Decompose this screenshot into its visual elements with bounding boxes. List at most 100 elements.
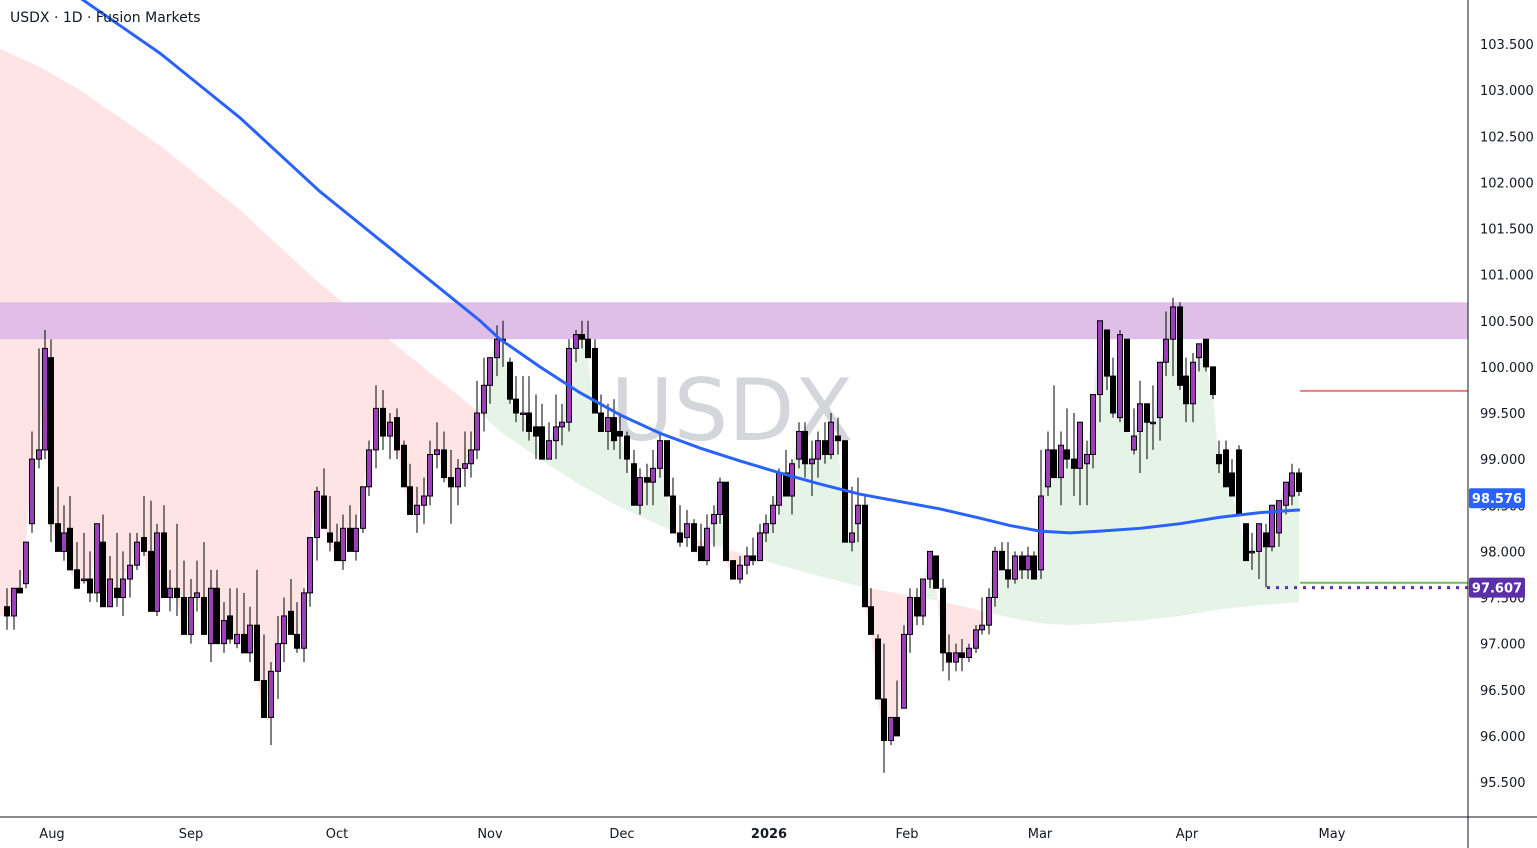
candle [340, 527, 346, 562]
candle [809, 458, 815, 465]
candle [1124, 338, 1130, 432]
candle [973, 629, 979, 649]
horizontal-levels[interactable] [1267, 389, 1468, 590]
candle [737, 564, 743, 580]
time-tick-label: May [1319, 827, 1346, 842]
candle [148, 550, 154, 612]
candle [94, 523, 100, 594]
candle [141, 537, 147, 552]
candle [1038, 495, 1044, 571]
time-tick-label: Mar [1028, 827, 1053, 842]
candle [1051, 449, 1057, 479]
price-tick-label: 103.000 [1480, 84, 1534, 99]
price-tick-label: 96.000 [1480, 730, 1526, 745]
candle [327, 532, 333, 543]
candle [455, 467, 461, 488]
candle [48, 357, 54, 525]
candle [573, 334, 579, 349]
candle [1117, 334, 1123, 419]
price-tick-label: 103.500 [1480, 38, 1534, 53]
candle [579, 334, 585, 340]
time-tick-label: Sep [179, 827, 204, 842]
candle [789, 463, 795, 497]
candle [234, 633, 240, 645]
candle [154, 532, 160, 612]
time-tick-label: Aug [39, 827, 64, 842]
candle [966, 647, 972, 658]
candle [4, 606, 10, 617]
candle [513, 398, 519, 414]
price-tags: 98.576 97.607 [1469, 488, 1525, 598]
candle [314, 490, 320, 539]
candle [462, 463, 468, 469]
candle [520, 412, 526, 415]
time-tick-label: Apr [1176, 827, 1199, 842]
candle [17, 587, 23, 594]
candle [776, 472, 782, 506]
candle [487, 357, 493, 386]
candle [835, 435, 841, 442]
candle [940, 587, 946, 654]
price-tick-label: 96.500 [1480, 684, 1526, 699]
candle [421, 495, 427, 506]
candle [1243, 523, 1249, 562]
price-tick-label: 99.000 [1480, 453, 1526, 468]
candle [953, 652, 959, 663]
candle [855, 504, 861, 525]
candle [933, 555, 939, 589]
time-axis[interactable]: Aug Sep Oct Nov Dec 2026 Feb Mar Apr May [39, 827, 1345, 842]
candle [307, 537, 313, 594]
candle [1131, 435, 1137, 451]
svg-text:97.607: 97.607 [1472, 582, 1522, 597]
candle [321, 495, 327, 529]
candle [427, 454, 433, 497]
candle [241, 633, 247, 654]
candle [275, 643, 281, 672]
candle [698, 546, 704, 562]
resistance-zone[interactable] [0, 302, 1468, 340]
candle [1005, 569, 1011, 580]
candle [730, 560, 736, 580]
candle [201, 597, 207, 635]
candle [828, 421, 834, 456]
price-axis[interactable]: 103.500 103.000 102.500 102.000 101.500 101.0… [1480, 38, 1534, 791]
candle [61, 532, 67, 552]
candle [796, 430, 802, 460]
price-tick-label: 99.500 [1480, 407, 1526, 422]
candle [127, 564, 133, 580]
candle [494, 338, 500, 359]
candle [42, 347, 48, 451]
candle [750, 555, 756, 562]
candle [360, 486, 366, 529]
candle [254, 624, 260, 682]
candle [174, 587, 180, 599]
candle [1163, 338, 1169, 363]
candle [1236, 449, 1242, 515]
candle [744, 555, 750, 566]
candle [670, 495, 676, 534]
candle [67, 527, 73, 571]
candle [167, 587, 173, 599]
candles [4, 297, 1302, 773]
time-tick-label: Dec [609, 827, 634, 842]
candle [822, 440, 828, 456]
candle [920, 578, 926, 617]
candle [1097, 320, 1103, 396]
candle [717, 481, 723, 515]
low-price-tag: 97.607 [1469, 577, 1525, 598]
candle [353, 527, 359, 552]
candle [194, 592, 200, 599]
candle [1190, 361, 1196, 405]
candle [394, 417, 400, 451]
candle [188, 597, 194, 635]
candle [1045, 449, 1051, 488]
candle [36, 449, 42, 460]
candle [1216, 454, 1222, 465]
current-price-tag: 98.576 [1469, 488, 1525, 509]
moving-average-line[interactable] [0, 0, 1301, 535]
candle [1276, 500, 1282, 534]
candle [1031, 555, 1037, 580]
candle [1012, 555, 1018, 580]
